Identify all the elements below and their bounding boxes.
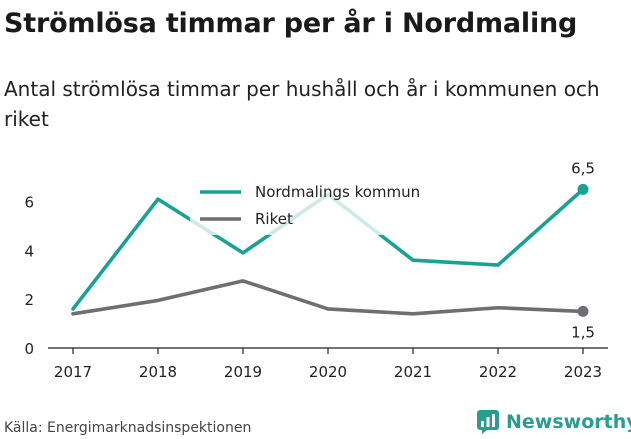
y-tick-label: 0 <box>24 340 34 358</box>
data-point <box>577 305 589 317</box>
y-tick-label: 4 <box>24 242 34 260</box>
end-value-label: 1,5 <box>571 323 595 341</box>
x-tick-label: 2017 <box>54 363 92 381</box>
y-tick-label: 2 <box>24 291 34 309</box>
legend-label: Nordmalings kommun <box>255 183 420 201</box>
legend-label: Riket <box>255 210 293 228</box>
brand-logo: Newsworthy <box>476 408 631 436</box>
legend-background <box>190 177 470 235</box>
x-tick-label: 2019 <box>224 363 262 381</box>
axes: 2017 2018 2019 2020 2021 2022 2023 0 2 4 6 <box>24 194 608 381</box>
end-labels: 6,5 1,5 <box>571 159 595 341</box>
brand-name: Newsworthy <box>506 411 631 433</box>
x-tick-label: 2023 <box>564 363 602 381</box>
x-tick-label: 2022 <box>479 363 517 381</box>
x-tick-label: 2021 <box>394 363 432 381</box>
legend: Nordmalings kommun Riket <box>190 177 470 235</box>
bar-chart-icon <box>477 410 499 434</box>
x-tick-label: 2020 <box>309 363 347 381</box>
x-tick-label: 2018 <box>139 363 177 381</box>
data-point <box>577 183 589 195</box>
end-value-label: 6,5 <box>571 159 595 177</box>
chart-title: Strömlösa timmar per år i Nordmaling <box>4 8 578 39</box>
y-tick-label: 6 <box>24 194 34 212</box>
series-line <box>71 279 585 316</box>
chart-subtitle: Antal strömlösa timmar per hushåll och å… <box>4 77 600 131</box>
source-note: Källa: Energimarknadsinspektionen <box>4 420 252 436</box>
